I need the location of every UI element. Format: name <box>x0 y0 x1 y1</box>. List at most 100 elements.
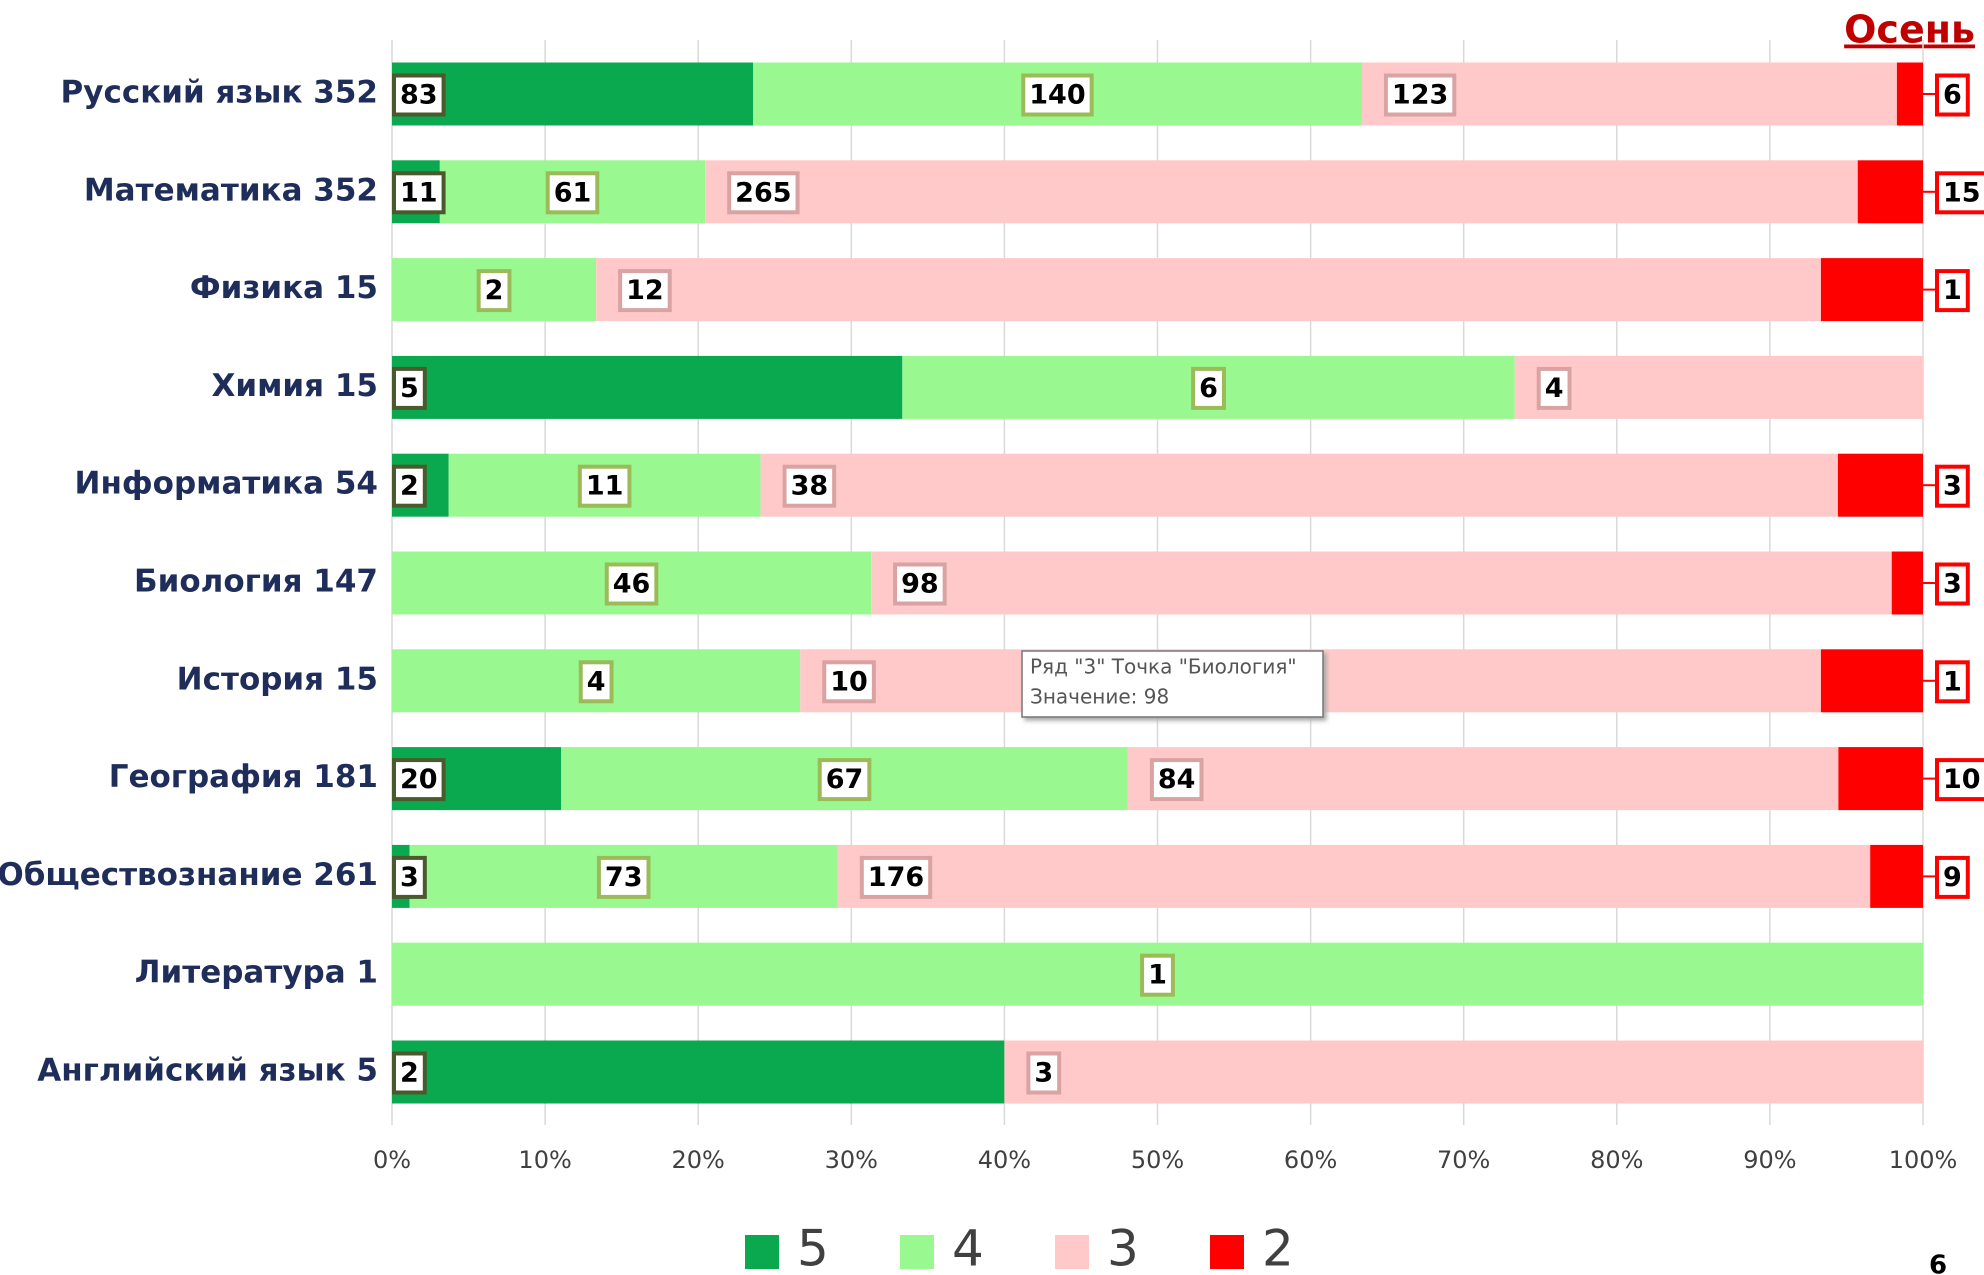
data-label-box <box>392 366 427 410</box>
data-label-box <box>392 73 446 117</box>
data-label: 11 <box>586 471 624 502</box>
data-label-box <box>392 171 446 215</box>
data-label: 10 <box>830 666 868 697</box>
data-label: 1 <box>1943 666 1962 697</box>
bar-segment <box>1820 649 1923 713</box>
bar-segment <box>1870 844 1923 908</box>
data-label: 83 <box>400 80 438 111</box>
data-label-box <box>596 855 651 899</box>
data-label: 2 <box>400 1058 419 1089</box>
data-label: 6 <box>1943 80 1962 111</box>
data-label-box <box>822 660 876 704</box>
x-tick-label: 10% <box>518 1146 571 1174</box>
category-label: География 181 <box>109 759 378 795</box>
tooltip-box <box>1021 650 1324 718</box>
legend-label: 5 <box>797 1220 829 1275</box>
legend-label: 3 <box>1107 1220 1139 1275</box>
data-label: 3 <box>1034 1058 1053 1089</box>
data-label-box <box>1935 73 1970 117</box>
data-label-box <box>1935 269 1970 313</box>
data-label: 10 <box>1943 764 1981 795</box>
data-label: 2 <box>400 471 419 502</box>
legend-swatch <box>745 1235 779 1269</box>
data-label: 73 <box>605 862 643 893</box>
legend-label: 4 <box>952 1220 984 1275</box>
data-label-box <box>392 464 427 508</box>
bar-segment <box>1857 160 1923 224</box>
data-label-box <box>817 758 872 802</box>
x-tick-label: 60% <box>1284 1146 1337 1174</box>
data-label: 61 <box>554 177 592 208</box>
data-label: 20 <box>400 764 438 795</box>
bar-segment <box>760 453 1838 517</box>
category-label: Информатика 54 <box>75 466 378 502</box>
bar-segment <box>1891 551 1923 615</box>
data-label-box <box>1536 366 1572 410</box>
data-label-box <box>618 269 672 313</box>
data-label: 265 <box>735 177 791 208</box>
data-label-box <box>1021 73 1094 117</box>
data-label: 67 <box>826 764 864 795</box>
bar-segment <box>1820 258 1923 322</box>
legend-label: 2 <box>1262 1220 1294 1275</box>
data-label-box <box>1935 464 1970 508</box>
data-label-box <box>392 1051 427 1095</box>
x-tick-label: 50% <box>1131 1146 1184 1174</box>
data-label: 140 <box>1029 80 1085 111</box>
data-label-box <box>1191 366 1226 410</box>
bar-segment <box>1514 355 1923 419</box>
category-label: Биология 147 <box>134 564 378 600</box>
data-label-box <box>1935 660 1970 704</box>
bar-segment <box>1837 453 1923 517</box>
data-label: 123 <box>1392 80 1448 111</box>
bar-segment <box>1004 1040 1923 1104</box>
bar-segment <box>871 551 1892 615</box>
x-tick-label: 70% <box>1437 1146 1490 1174</box>
bar-segment <box>392 355 903 419</box>
data-label-box <box>392 855 427 899</box>
bar-segment <box>596 258 1821 322</box>
data-label-box <box>1026 1051 1062 1095</box>
data-label: 11 <box>400 177 438 208</box>
data-label: 4 <box>587 666 606 697</box>
data-label: 38 <box>791 471 829 502</box>
tooltip: Ряд "3" Точка "Биология" Значение: 98 <box>1021 650 1324 718</box>
tooltip-line: Ряд "3" Точка "Биология" <box>1030 655 1297 679</box>
x-tick-label: 20% <box>672 1146 725 1174</box>
data-label-box <box>392 758 446 802</box>
data-label: 46 <box>613 569 651 600</box>
data-label-box <box>893 562 947 606</box>
data-label-box <box>578 660 614 704</box>
data-label-box <box>1149 758 1204 802</box>
annotation: Осень <box>1844 8 1975 52</box>
data-label-box <box>1935 855 1970 899</box>
data-label: 5 <box>400 373 419 404</box>
category-label: Русский язык 352 <box>61 75 378 111</box>
bar-segment <box>1896 62 1923 126</box>
data-label-box <box>1935 171 1984 215</box>
x-tick-label: 30% <box>825 1146 878 1174</box>
category-label: Английский язык 5 <box>37 1053 378 1089</box>
data-label-box <box>782 464 837 508</box>
bar-segment <box>1838 747 1923 811</box>
data-label: 4 <box>1545 373 1564 404</box>
x-tick-label: 0% <box>373 1146 411 1174</box>
page-number: 6 <box>1929 1251 1947 1275</box>
data-label: 84 <box>1158 764 1196 795</box>
data-label-box <box>727 171 800 215</box>
data-label: 6 <box>1199 373 1218 404</box>
x-tick-label: 40% <box>978 1146 1031 1174</box>
bar-segment <box>837 844 1871 908</box>
x-tick-label: 90% <box>1743 1146 1796 1174</box>
category-label: Математика 352 <box>84 172 378 208</box>
data-label: 98 <box>901 569 939 600</box>
data-label: 3 <box>1943 569 1962 600</box>
data-label: 9 <box>1943 862 1962 893</box>
data-label-box <box>1935 562 1970 606</box>
tooltip-line: Значение: 98 <box>1030 685 1169 709</box>
data-label: 12 <box>626 275 664 306</box>
bar-segment <box>1127 747 1839 811</box>
legend-swatch <box>1210 1235 1244 1269</box>
legend-swatch <box>1055 1235 1089 1269</box>
